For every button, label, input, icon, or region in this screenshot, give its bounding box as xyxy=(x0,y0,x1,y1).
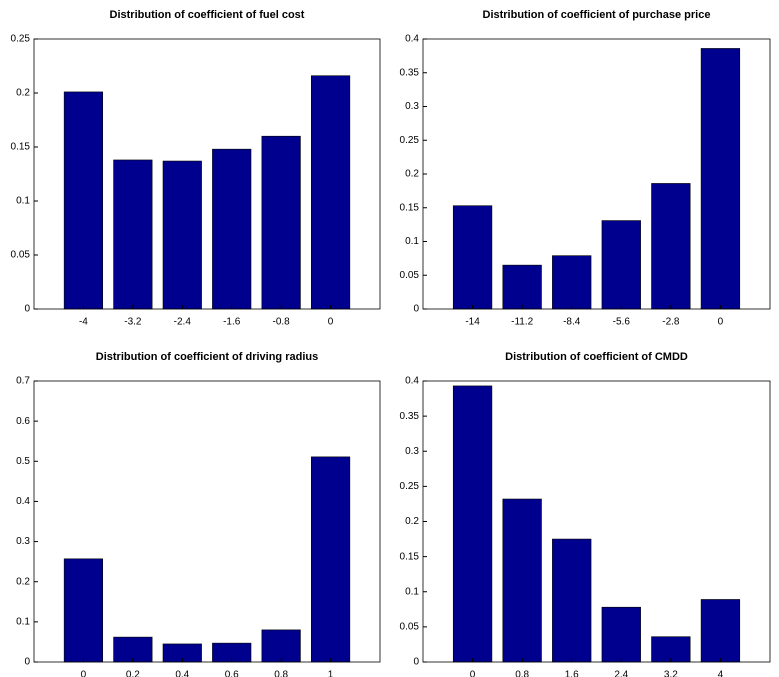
bar xyxy=(452,385,493,663)
bar xyxy=(261,629,301,663)
bar xyxy=(502,498,542,663)
x-tick-label: -0.8 xyxy=(273,317,291,328)
chart-title: Distribution of coefficient of driving r… xyxy=(96,351,318,363)
bar xyxy=(162,160,202,310)
plot-frame xyxy=(422,38,771,310)
y-tick-label: 0.05 xyxy=(400,622,420,633)
y-tick-label: 0 xyxy=(413,657,419,668)
x-tick-label: 4 xyxy=(718,670,724,677)
y-tick-label: 0.15 xyxy=(400,551,420,562)
y-tick-label: 0.5 xyxy=(16,456,30,467)
y-tick-label: 0.2 xyxy=(16,88,30,99)
y-tick-label: 0.4 xyxy=(405,34,419,45)
bar xyxy=(552,255,592,310)
bar xyxy=(310,456,351,663)
x-tick-label: 0.6 xyxy=(225,670,239,677)
y-tick-label: 0.35 xyxy=(400,411,420,422)
bar xyxy=(261,135,301,310)
bar xyxy=(601,220,641,310)
x-tick-label: 0 xyxy=(718,317,724,328)
bar xyxy=(63,91,104,310)
y-tick-label: 0.7 xyxy=(16,376,30,387)
y-tick-label: 0.1 xyxy=(16,196,30,207)
plot-frame xyxy=(422,380,771,663)
bar xyxy=(651,183,691,310)
y-tick-label: 0.6 xyxy=(16,416,30,427)
x-tick-label: 1.6 xyxy=(565,670,579,677)
x-tick-label: 2.4 xyxy=(614,670,628,677)
y-tick-label: 0.1 xyxy=(16,616,30,627)
bar xyxy=(700,599,741,663)
bar xyxy=(212,148,252,310)
x-tick-label: -11.2 xyxy=(511,317,533,328)
x-tick-label: 1 xyxy=(328,670,334,677)
chart-title: Distribution of coefficient of fuel cost xyxy=(110,9,305,21)
y-tick-label: 0.1 xyxy=(405,586,419,597)
y-tick-label: 0.15 xyxy=(400,202,420,213)
bar xyxy=(452,205,493,310)
x-tick-label: 0 xyxy=(81,670,87,677)
plot-frame xyxy=(33,38,381,310)
x-tick-label: 0.8 xyxy=(515,670,529,677)
x-tick-label: -2.8 xyxy=(662,317,680,328)
y-tick-label: 0.4 xyxy=(405,376,419,387)
x-tick-label: 0 xyxy=(328,317,334,328)
y-tick-label: 0 xyxy=(24,304,30,315)
bar xyxy=(502,264,542,310)
y-tick-label: 0.05 xyxy=(400,270,420,281)
x-tick-label: -5.6 xyxy=(613,317,631,328)
y-tick-label: 0 xyxy=(413,304,419,315)
x-tick-label: -4 xyxy=(79,317,88,328)
x-tick-label: -2.4 xyxy=(174,317,192,328)
y-tick-label: 0.3 xyxy=(16,536,30,547)
bar xyxy=(113,159,153,310)
x-tick-label: 0.8 xyxy=(274,670,288,677)
x-tick-label: -3.2 xyxy=(124,317,142,328)
bar xyxy=(700,48,741,310)
x-tick-label: 3.2 xyxy=(664,670,678,677)
plot-frame xyxy=(33,380,381,663)
bar xyxy=(552,538,592,663)
y-tick-label: 0.05 xyxy=(11,250,31,261)
y-tick-label: 0.1 xyxy=(405,236,419,247)
y-tick-label: 0.3 xyxy=(405,446,419,457)
y-tick-label: 0.2 xyxy=(16,576,30,587)
bar xyxy=(63,558,104,663)
chart-title: Distribution of coefficient of purchase … xyxy=(483,9,711,21)
x-tick-label: -8.4 xyxy=(563,317,581,328)
x-tick-label: -1.6 xyxy=(223,317,241,328)
y-tick-label: 0.2 xyxy=(405,516,419,527)
y-tick-label: 0.4 xyxy=(16,496,30,507)
y-tick-label: 0.2 xyxy=(405,169,419,180)
y-tick-label: 0.35 xyxy=(400,67,420,78)
y-tick-label: 0.25 xyxy=(400,135,420,146)
bar xyxy=(113,636,153,663)
y-tick-label: 0.15 xyxy=(11,142,31,153)
chart-title: Distribution of coefficient of CMDD xyxy=(505,351,688,363)
x-tick-label: 0.2 xyxy=(126,670,140,677)
x-tick-label: 0 xyxy=(470,670,476,677)
x-tick-label: -14 xyxy=(465,317,480,328)
bar xyxy=(310,75,351,310)
y-tick-label: 0 xyxy=(24,657,30,668)
x-tick-label: 0.4 xyxy=(175,670,189,677)
bar xyxy=(601,606,641,663)
y-tick-label: 0.25 xyxy=(11,34,31,45)
y-tick-label: 0.3 xyxy=(405,101,419,112)
y-tick-label: 0.25 xyxy=(400,481,420,492)
